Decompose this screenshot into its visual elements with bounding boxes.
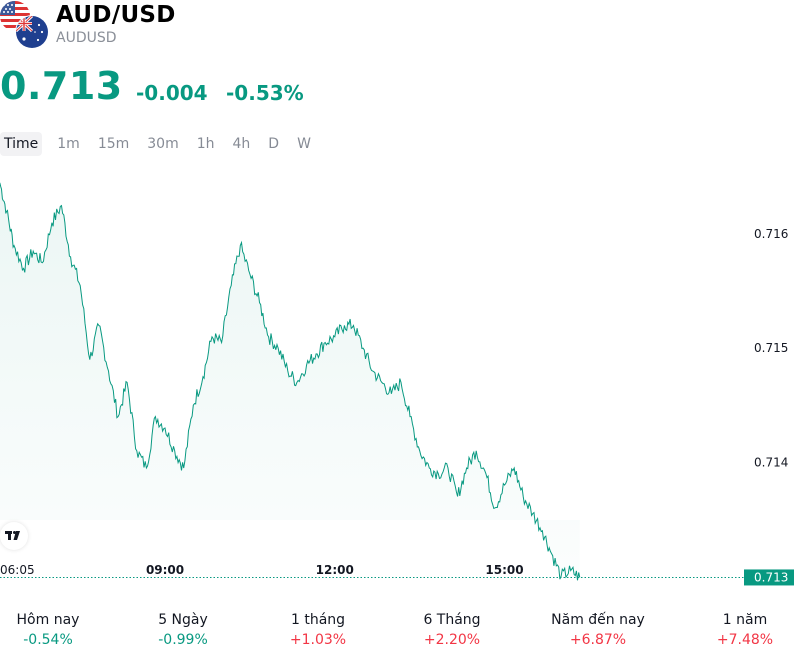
last-price-label: 0.713 [754, 570, 788, 584]
performance-label: Năm đến nay [551, 612, 645, 628]
y-tick-label: 0.716 [754, 227, 788, 241]
currency-flags [0, 0, 50, 50]
symbol-ticker: AUDUSD [56, 30, 117, 46]
timeframe-1m[interactable]: 1m [57, 136, 80, 152]
symbol-title: AUD/USD [56, 2, 176, 28]
timeframe-4h[interactable]: 4h [232, 136, 251, 152]
performance-item[interactable]: Năm đến nay +6.87% [533, 610, 663, 650]
performance-label: Hôm nay [16, 612, 80, 628]
timeframe-d[interactable]: D [268, 136, 280, 152]
tradingview-logo-icon [5, 531, 20, 540]
y-tick-label: 0.714 [754, 455, 788, 469]
price-chart[interactable]: 0.7160.7150.7140.7130.71306:0509:0012:00… [0, 160, 800, 590]
performance-row: Hôm nay -0.54% 5 Ngày -0.99% 1 tháng +1.03% 6 … [0, 610, 800, 650]
tradingview-logo[interactable] [0, 522, 28, 550]
price-change: -0.004 [136, 81, 208, 105]
performance-item[interactable]: Hôm nay -0.54% [0, 610, 113, 650]
timeframe-1h[interactable]: 1h [196, 136, 215, 152]
timeframe-bar: Time 1m 15m 30m 1h 4h D W [0, 132, 320, 156]
last-price: 0.713 [0, 64, 123, 108]
performance-value: +1.03% [289, 632, 347, 648]
performance-item[interactable]: 1 năm +7.48% [680, 610, 800, 650]
timeframe-time[interactable]: Time [0, 132, 43, 156]
timeframe-w[interactable]: W [297, 136, 311, 152]
performance-value: +7.48% [716, 632, 774, 648]
performance-value: -0.99% [158, 632, 208, 648]
performance-value: +2.20% [423, 632, 481, 648]
x-tick-label: 12:00 [316, 563, 354, 577]
performance-item[interactable]: 6 Tháng +2.20% [387, 610, 517, 650]
performance-label: 1 năm [722, 612, 768, 628]
timeframe-15m[interactable]: 15m [97, 136, 130, 152]
x-tick-label: 09:00 [146, 563, 184, 577]
performance-item[interactable]: 1 tháng +1.03% [253, 610, 383, 650]
performance-value: -0.54% [23, 632, 73, 648]
x-tick-label: 15:00 [485, 563, 523, 577]
price-chart-svg[interactable]: 0.7160.7150.7140.7130.71306:0509:0012:00… [0, 160, 800, 590]
price-area-fill [0, 183, 580, 581]
price-line [0, 182, 581, 581]
symbol-header: AUD/USD AUDUSD [0, 0, 800, 60]
performance-value: +6.87% [569, 632, 627, 648]
performance-label: 6 Tháng [423, 612, 481, 628]
performance-label: 1 tháng [290, 612, 346, 628]
timeframe-30m[interactable]: 30m [147, 136, 179, 152]
y-tick-label: 0.715 [754, 341, 788, 355]
performance-item[interactable]: 5 Ngày -0.99% [118, 610, 248, 650]
australia-flag-icon [15, 15, 49, 49]
price-change-percent: -0.53% [226, 81, 304, 105]
last-price-label-bg [744, 569, 794, 586]
x-tick-label: 06:05 [0, 563, 35, 577]
performance-label: 5 Ngày [158, 612, 208, 628]
